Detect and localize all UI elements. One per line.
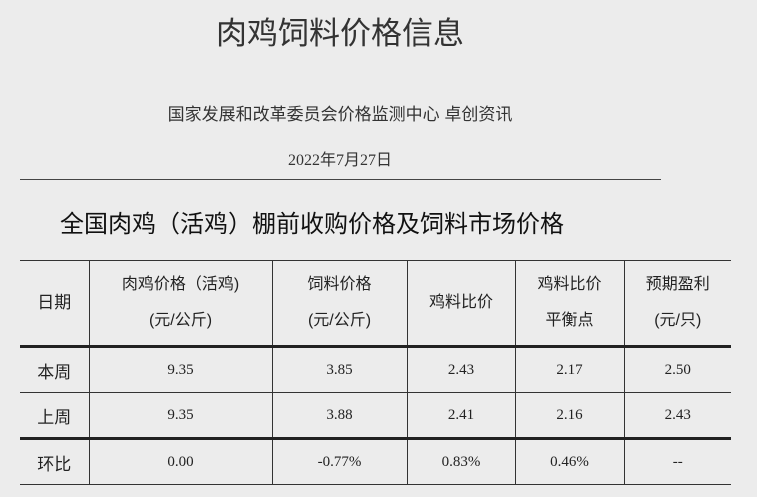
header-label: 饲料价格 bbox=[307, 276, 372, 293]
cell: 环比 bbox=[37, 454, 72, 474]
page-title: 肉鸡饲料价格信息 bbox=[216, 16, 464, 51]
cell: 0.46% bbox=[514, 438, 624, 485]
header-chicken-price: 肉鸡价格（活鸡) (元/公斤) bbox=[88, 260, 272, 347]
price-table: 日期 肉鸡价格（活鸡) (元/公斤) 饲料价格 (元/公斤) 鸡料比价 鸡料比价平衡… bbox=[20, 260, 731, 485]
header-unit: (元/公斤) bbox=[307, 312, 372, 329]
header-ratio: 鸡料比价 bbox=[406, 260, 515, 347]
cell: 0.00 bbox=[88, 438, 272, 485]
source-line: 国家发展和改革委员会价格监测中心 卓创资讯 bbox=[167, 105, 513, 124]
header-label: 肉鸡价格（活鸡) bbox=[121, 276, 240, 293]
cell: -0.77% bbox=[271, 438, 407, 485]
cell: 3.88 bbox=[271, 392, 407, 439]
publish-date: 2022年7月27日 bbox=[287, 152, 392, 169]
cell: 2.43 bbox=[406, 346, 515, 393]
cell: 0.83% bbox=[406, 438, 515, 485]
cell: 2.16 bbox=[514, 392, 624, 439]
cell: 本周 bbox=[37, 362, 72, 382]
cell: 9.35 bbox=[88, 392, 272, 439]
cell: 2.50 bbox=[623, 346, 731, 393]
header-label: 预期盈利 bbox=[645, 276, 710, 293]
cell: -- bbox=[623, 438, 731, 485]
table-row: 本周 9.35 3.85 2.43 2.17 2.50 bbox=[20, 346, 731, 393]
cell: 3.85 bbox=[271, 346, 407, 393]
cell: 2.43 bbox=[623, 392, 731, 439]
header-profit: 预期盈利 (元/只) bbox=[623, 260, 731, 347]
header-breakeven: 鸡料比价 平衡点 bbox=[514, 260, 624, 347]
table-header-row: 日期 肉鸡价格（活鸡) (元/公斤) 饲料价格 (元/公斤) 鸡料比价 鸡料比价平衡… bbox=[20, 260, 731, 347]
header-unit: (元/公斤) bbox=[148, 312, 213, 329]
table-row: 上周 9.35 3.88 2.41 2.16 2.43 bbox=[20, 392, 731, 439]
cell: 上周 bbox=[37, 407, 72, 427]
header-date: 日期 bbox=[20, 261, 89, 347]
table-row: 环比 0.00 -0.77% 0.83% 0.46% -- bbox=[20, 438, 731, 485]
cell: 9.35 bbox=[88, 346, 272, 393]
header-unit: 平衡点 bbox=[545, 312, 594, 329]
section-heading: 全国肉鸡（活鸡）棚前收购价格及饲料市场价格 bbox=[60, 211, 564, 238]
header-feed-price: 饲料价格 (元/公斤) bbox=[271, 260, 407, 347]
header-label: 日期 bbox=[37, 293, 72, 312]
cell: 2.41 bbox=[406, 392, 515, 439]
header-label: 鸡料比价 bbox=[428, 294, 493, 311]
header-label: 鸡料比价 bbox=[537, 276, 602, 293]
cell: 2.17 bbox=[514, 346, 624, 393]
divider bbox=[20, 179, 661, 180]
header-unit: (元/只) bbox=[654, 312, 702, 329]
